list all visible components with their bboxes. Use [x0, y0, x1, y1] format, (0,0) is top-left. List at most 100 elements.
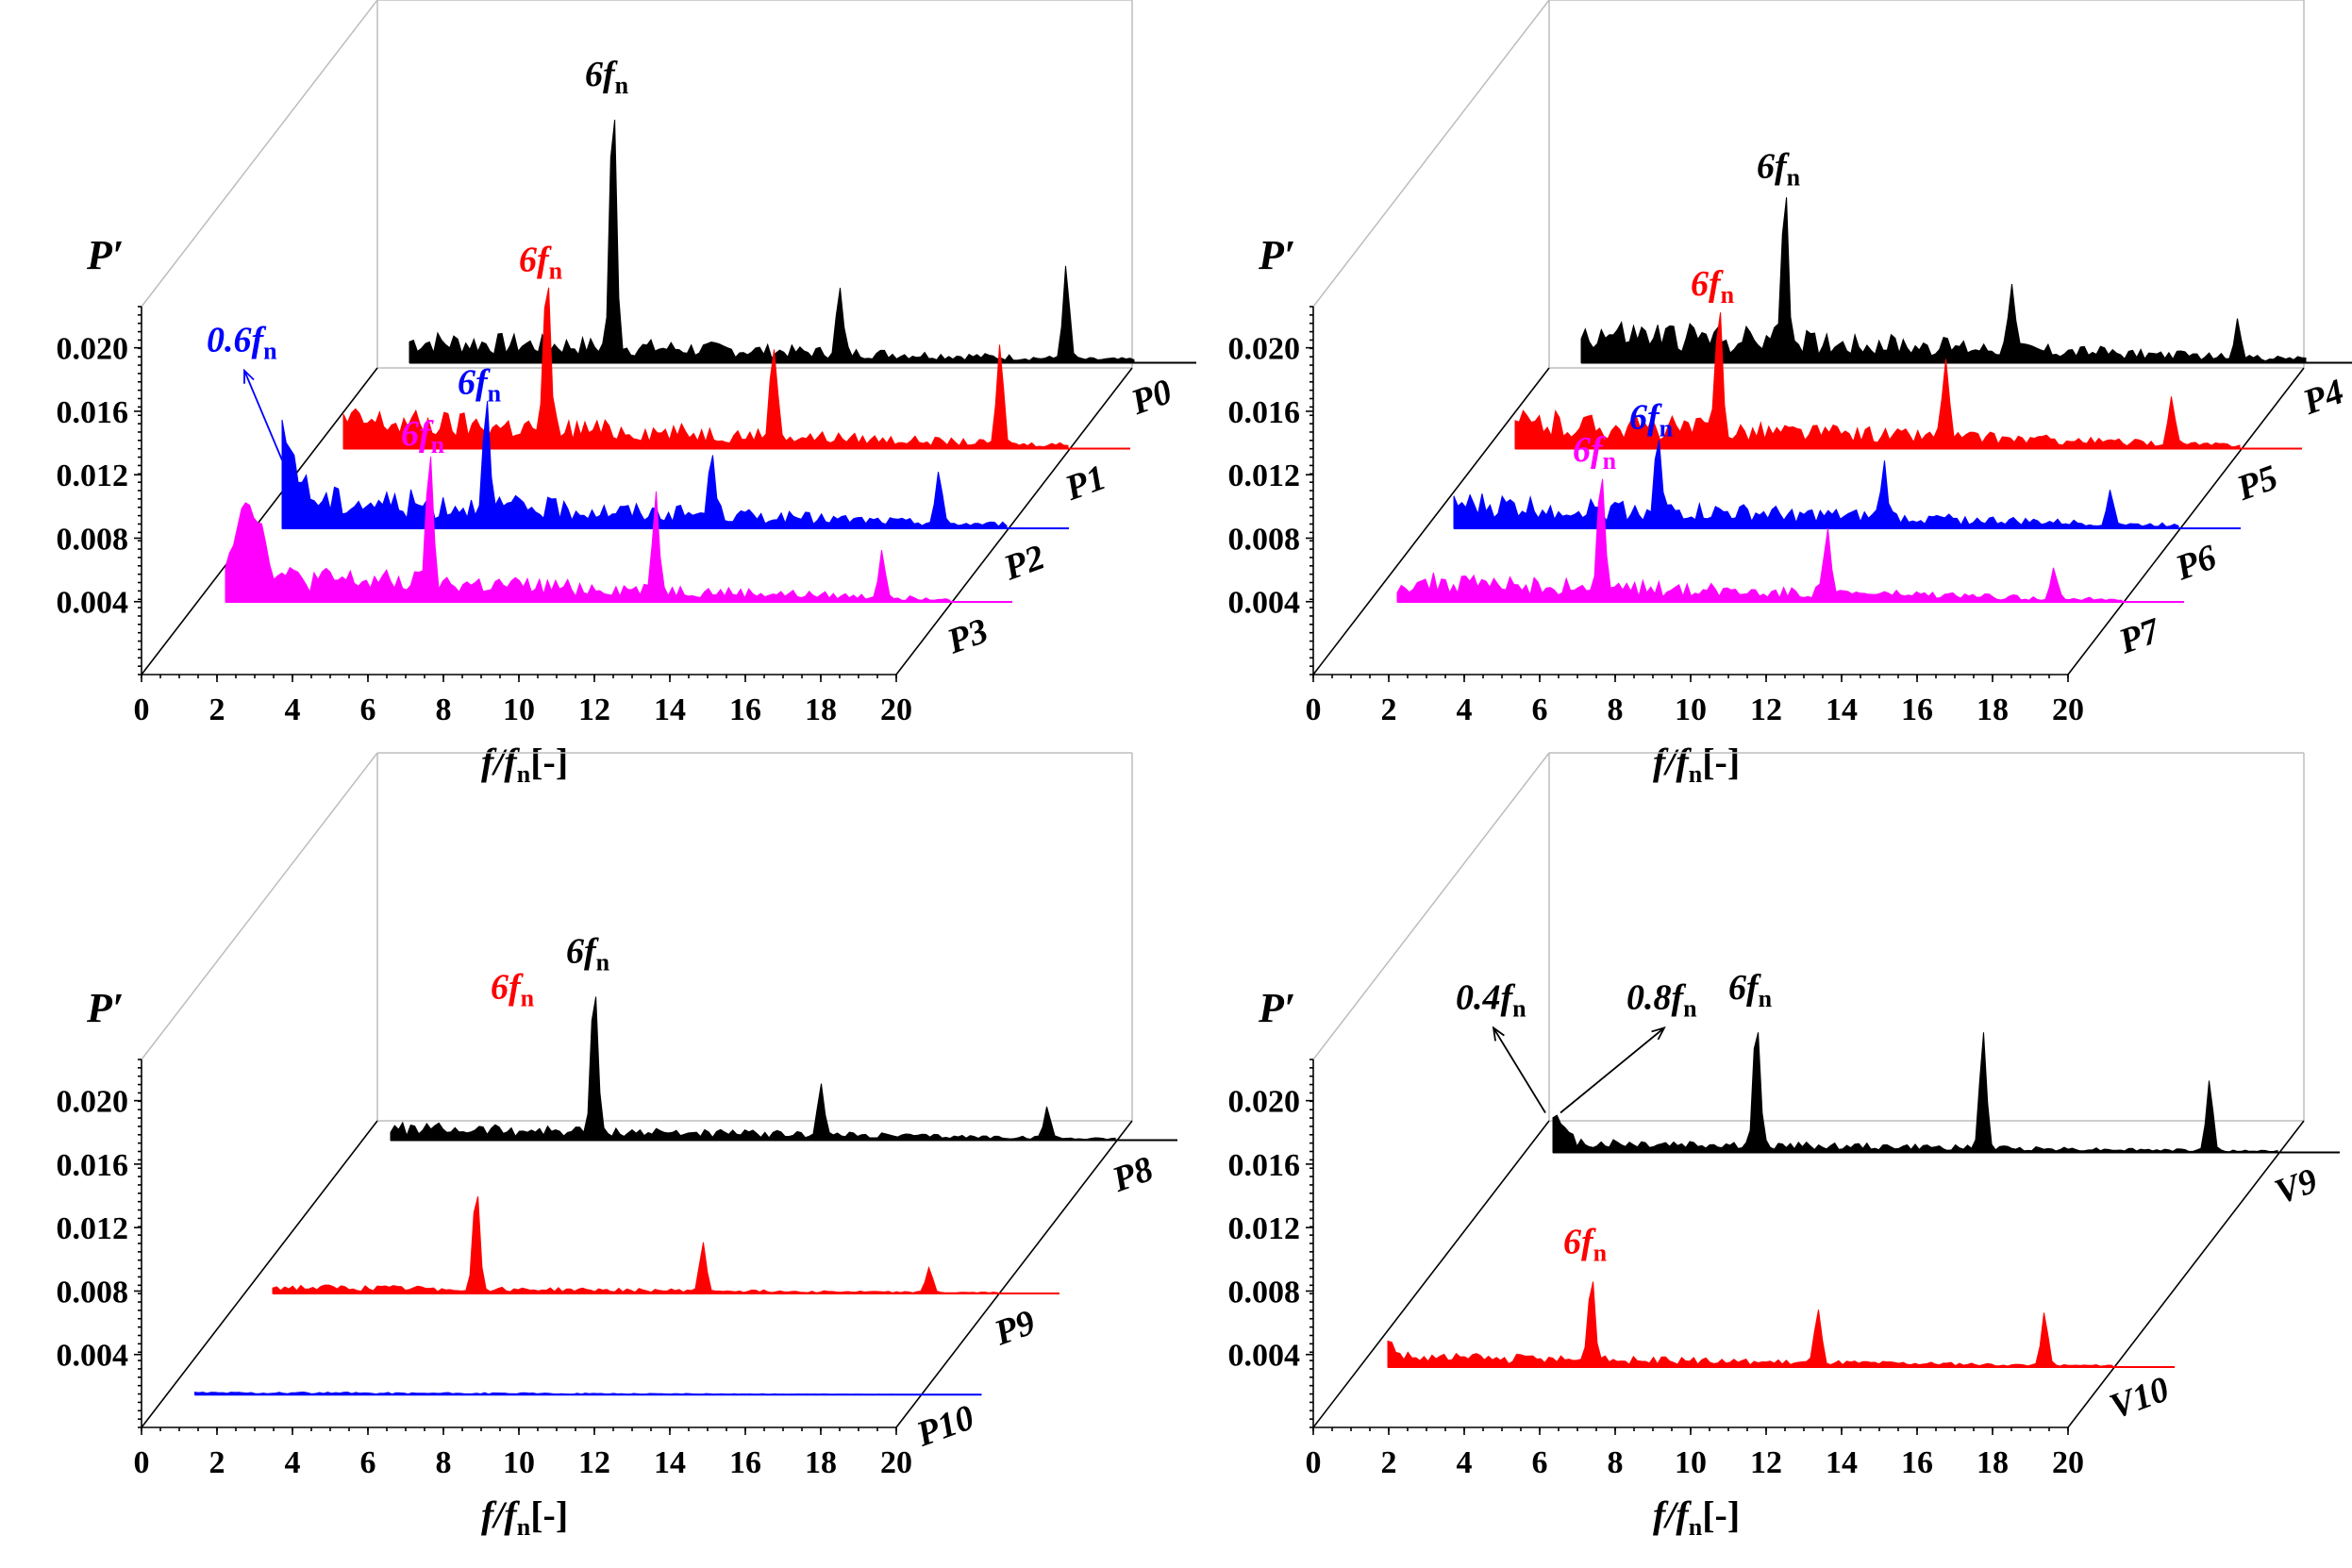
annotation-arrow-line: [1493, 1027, 1546, 1113]
y-tick-label: 0.016: [1228, 395, 1301, 430]
depth-axis-left: [1312, 1120, 1550, 1428]
frame-left-top: [141, 0, 378, 308]
annotation-arrow-head: [1651, 1026, 1666, 1041]
y-tick-label: 0.020: [57, 332, 129, 367]
x-tick-label: 12: [578, 1445, 610, 1480]
annotation-arrow-line: [1560, 1026, 1665, 1114]
x-tick-label: 0: [134, 1445, 150, 1480]
series-label-P0: P0: [1126, 372, 1177, 423]
x-tick-label: 10: [1675, 1445, 1707, 1480]
x-tick-label: 14: [654, 1445, 686, 1480]
series-label-P4: P4: [2297, 372, 2349, 423]
y-tick-label: 0.020: [1228, 332, 1301, 367]
y-tick-label: 0.008: [1228, 522, 1301, 557]
y-tick-label: 0.012: [1228, 1211, 1301, 1246]
x-tick-label: 10: [503, 1445, 535, 1480]
panel-top-right: 0.004 0.008 0.012 0.016 0.020 0 2 4 6 8 10 12 14 16 18…: [1228, 0, 2352, 788]
y-tick-label: 0.004: [1228, 586, 1301, 621]
annotation-arrow-line: [243, 370, 283, 461]
depth-axis-right: [895, 1120, 1133, 1428]
annotation-arrow-head: [1492, 1026, 1505, 1042]
depth-axis-right: [2067, 1120, 2305, 1428]
x-tick-label: 2: [1381, 1445, 1397, 1480]
series-label-V10: V10: [2105, 1369, 2175, 1426]
y-tick-label: 0.004: [57, 1339, 129, 1374]
annotation-label: 6fn: [1573, 430, 1617, 475]
x-tick-label: 4: [285, 1445, 301, 1480]
annotation-label: 0.4fn: [1456, 978, 1526, 1023]
annotation-label: 6fn: [1563, 1223, 1608, 1267]
annotation-label: 6fn: [1629, 398, 1674, 442]
x-tick-label: 6: [1532, 1445, 1548, 1480]
x-tick-label: 12: [1750, 1445, 1782, 1480]
x-tick-label: 14: [1826, 1445, 1858, 1480]
series-label-P2: P2: [998, 538, 1050, 589]
x-tick-label: 0: [1306, 692, 1322, 727]
x-tick-label: 20: [2052, 692, 2084, 727]
x-tick-label: 10: [1675, 692, 1707, 727]
series-label-P3: P3: [942, 611, 993, 662]
annotation-label: 6fn: [1757, 146, 1801, 191]
y-axis-label: P′: [86, 985, 124, 1031]
series-area-P7: [1396, 478, 2123, 603]
y-tick-label: 0.008: [1228, 1275, 1301, 1309]
x-tick-label: 2: [209, 1445, 225, 1480]
x-tick-label: 12: [1750, 692, 1782, 727]
series-area-P5: [1514, 312, 2241, 449]
panel-bottom-right: 0.004 0.008 0.012 0.016 0.020 0 2 4 6 8 10 12 14 16 18…: [1228, 752, 2340, 1541]
annotation-label: 6fn: [458, 363, 502, 408]
y-tick-label: 0.012: [1228, 459, 1301, 493]
annotation-label: 0.8fn: [1626, 978, 1697, 1023]
series-label-V9: V9: [2270, 1160, 2323, 1212]
x-tick-label: 18: [805, 692, 837, 727]
series-label-P6: P6: [2170, 538, 2222, 589]
x-tick-label: 8: [1608, 692, 1624, 727]
x-tick-label: 18: [1977, 692, 2009, 727]
x-tick-label: 16: [729, 692, 761, 727]
x-tick-label: 20: [880, 1445, 912, 1480]
series-area-V9: [1552, 1032, 2278, 1153]
annotation-label: 6fn: [519, 241, 563, 285]
y-axis-label: P′: [1258, 232, 1295, 278]
x-tick-label: 18: [805, 1445, 837, 1480]
y-tick-label: 0.008: [57, 1275, 129, 1309]
depth-axis-left: [141, 367, 378, 676]
series-area-P2: [281, 401, 1008, 529]
y-tick-label: 0.020: [57, 1085, 129, 1120]
annotation-label: 6fn: [1691, 264, 1735, 309]
y-axis-label: P′: [1258, 985, 1295, 1031]
x-tick-label: 6: [360, 692, 376, 727]
series-label-P8: P8: [1107, 1149, 1159, 1200]
depth-axis-left: [1312, 367, 1550, 676]
series-area-V10: [1387, 1281, 2113, 1368]
frame-left-top: [141, 752, 378, 1060]
series-area-P3: [225, 457, 951, 603]
annotation-arrow-head: [243, 368, 255, 384]
series-label-P10: P10: [910, 1397, 979, 1455]
x-tick-label: 12: [578, 692, 610, 727]
series-area-P1: [342, 287, 1069, 449]
x-tick-label: 2: [209, 692, 225, 727]
series-label-P1: P1: [1059, 458, 1111, 509]
y-tick-label: 0.020: [1228, 1085, 1301, 1120]
x-tick-label: 20: [880, 692, 912, 727]
frame-left-top: [1312, 752, 1550, 1060]
y-tick-label: 0.004: [1228, 1339, 1301, 1374]
x-tick-label: 16: [1901, 692, 1933, 727]
x-axis-label: f/fn[-]: [481, 1493, 568, 1541]
annotation-label: 6fn: [1728, 968, 1773, 1012]
x-tick-label: 4: [285, 692, 301, 727]
x-tick-label: 6: [1532, 692, 1548, 727]
y-axis-label: P′: [86, 232, 124, 278]
x-tick-label: 0: [134, 692, 150, 727]
x-tick-label: 16: [729, 1445, 761, 1480]
series-area-P6: [1453, 440, 2179, 529]
x-tick-label: 16: [1901, 1445, 1933, 1480]
series-area-P8: [390, 996, 1116, 1141]
x-axis-label: f/fn[-]: [481, 741, 568, 788]
frame-left-top: [1312, 0, 1550, 308]
annotation-label: 0.6fn: [207, 321, 277, 365]
x-tick-label: 4: [1457, 1445, 1473, 1480]
panel-top-left: 0.004 0.008 0.012 0.016 0.020 0 2 4 6 8 10 12 14 16 18…: [57, 0, 1196, 788]
